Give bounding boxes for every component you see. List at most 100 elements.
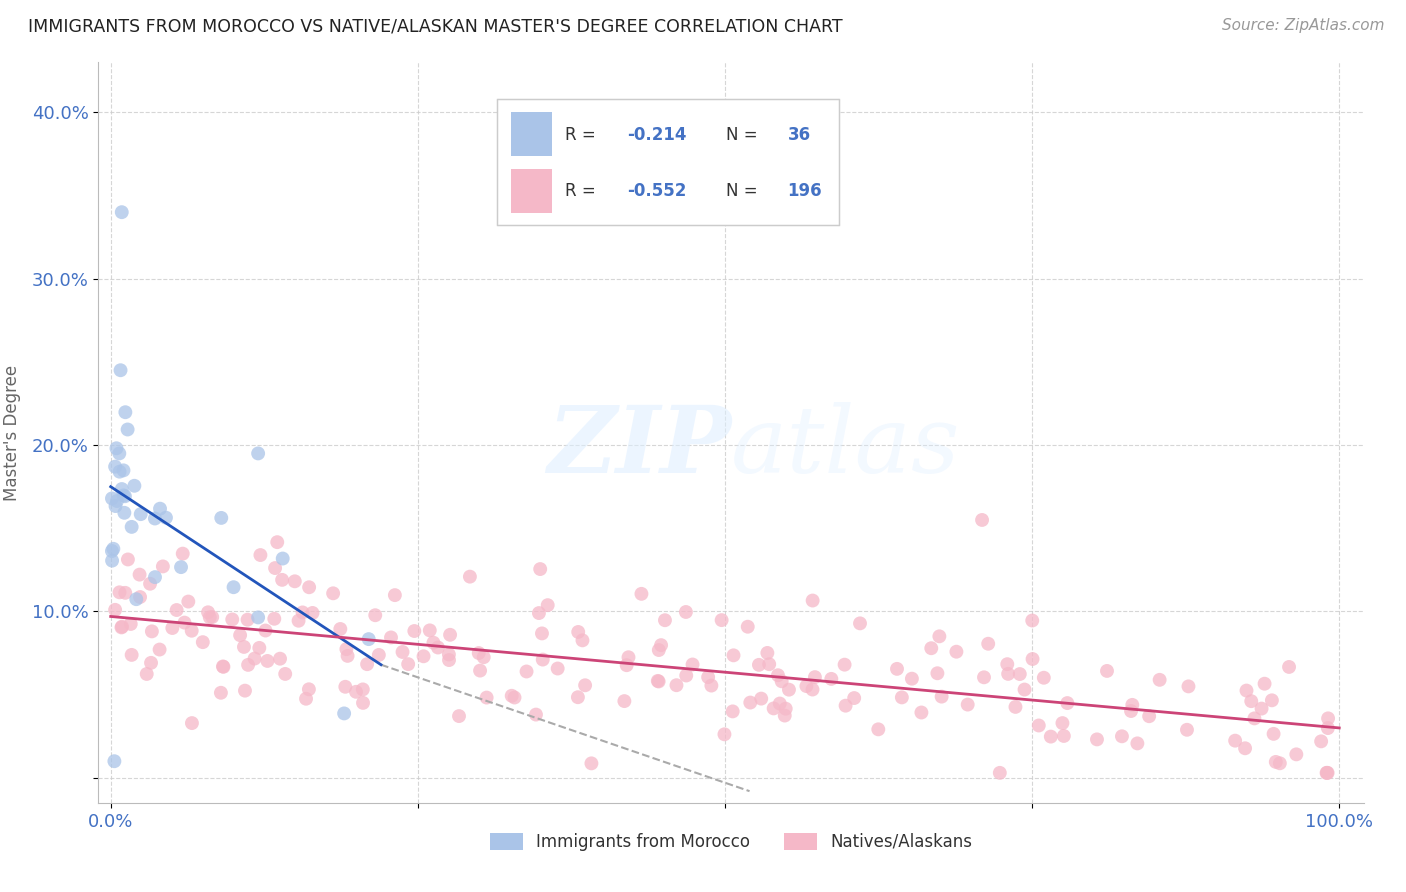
Point bbox=[143, 570, 166, 584]
Point bbox=[1004, 700, 1026, 714]
Point bbox=[352, 682, 374, 697]
Point bbox=[1021, 652, 1043, 666]
Point bbox=[524, 707, 547, 722]
Point bbox=[149, 501, 172, 516]
Point bbox=[247, 610, 270, 624]
Point bbox=[439, 628, 461, 642]
Point bbox=[1056, 696, 1078, 710]
Point bbox=[1316, 721, 1339, 735]
Point bbox=[128, 567, 150, 582]
Point bbox=[221, 612, 243, 626]
Point bbox=[1234, 741, 1257, 756]
Point bbox=[503, 690, 526, 705]
Point bbox=[104, 499, 127, 513]
Point bbox=[172, 547, 194, 561]
Point bbox=[149, 642, 172, 657]
Point bbox=[422, 636, 444, 650]
Point bbox=[139, 656, 162, 670]
Point bbox=[162, 621, 184, 635]
Point bbox=[233, 683, 256, 698]
Point bbox=[152, 559, 174, 574]
Point bbox=[233, 640, 256, 654]
Point bbox=[868, 723, 890, 737]
Point bbox=[291, 606, 314, 620]
Point bbox=[111, 482, 134, 496]
Point bbox=[1268, 756, 1291, 771]
Point bbox=[647, 674, 669, 689]
Point bbox=[114, 489, 136, 503]
Point bbox=[295, 691, 318, 706]
Point bbox=[274, 667, 297, 681]
Point bbox=[266, 535, 288, 549]
Point bbox=[1223, 733, 1246, 747]
Point bbox=[988, 765, 1011, 780]
Point bbox=[101, 491, 124, 506]
Point bbox=[108, 446, 131, 460]
Point bbox=[775, 701, 797, 715]
Point bbox=[197, 605, 219, 619]
Point bbox=[467, 646, 489, 660]
Point bbox=[801, 682, 824, 697]
Point bbox=[1316, 765, 1339, 780]
Point bbox=[121, 520, 143, 534]
Point bbox=[1014, 682, 1036, 697]
Point bbox=[1021, 614, 1043, 628]
Point bbox=[721, 705, 744, 719]
Point bbox=[209, 686, 232, 700]
Point bbox=[740, 696, 762, 710]
Point bbox=[1316, 765, 1339, 780]
Point bbox=[247, 640, 270, 655]
Text: Source: ZipAtlas.com: Source: ZipAtlas.com bbox=[1222, 18, 1385, 33]
Point bbox=[713, 727, 735, 741]
Point bbox=[1095, 664, 1118, 678]
Point bbox=[124, 479, 146, 493]
Point bbox=[356, 657, 378, 672]
Point bbox=[335, 642, 357, 657]
Point bbox=[1052, 716, 1074, 731]
Point bbox=[222, 580, 245, 594]
Point bbox=[647, 673, 669, 688]
Point bbox=[1253, 676, 1275, 690]
Point bbox=[396, 657, 419, 672]
Point bbox=[125, 592, 148, 607]
Point bbox=[271, 551, 294, 566]
Point bbox=[271, 573, 294, 587]
Point bbox=[1149, 673, 1171, 687]
Point bbox=[697, 670, 720, 684]
Point bbox=[613, 694, 636, 708]
Point bbox=[801, 593, 824, 607]
Point bbox=[890, 690, 912, 705]
Legend: Immigrants from Morocco, Natives/Alaskans: Immigrants from Morocco, Natives/Alaskan… bbox=[484, 826, 979, 857]
Point bbox=[212, 660, 235, 674]
Point bbox=[269, 651, 291, 665]
Point bbox=[104, 459, 127, 474]
Point bbox=[665, 678, 688, 692]
Point bbox=[516, 665, 538, 679]
Point bbox=[796, 679, 818, 693]
Point bbox=[256, 654, 278, 668]
Point bbox=[139, 576, 162, 591]
Text: ZIP: ZIP bbox=[547, 402, 731, 492]
Point bbox=[329, 622, 352, 636]
Point bbox=[181, 716, 204, 731]
Point bbox=[105, 442, 128, 456]
Point bbox=[180, 624, 202, 638]
Point bbox=[198, 610, 221, 624]
Point bbox=[1032, 671, 1054, 685]
Point bbox=[364, 608, 387, 623]
Point bbox=[112, 506, 135, 520]
Point bbox=[264, 561, 287, 575]
Point bbox=[844, 691, 866, 706]
Point bbox=[212, 659, 235, 673]
Point bbox=[1263, 727, 1285, 741]
Point bbox=[648, 643, 671, 657]
Point bbox=[352, 696, 374, 710]
Point bbox=[1264, 755, 1286, 769]
Point bbox=[380, 631, 402, 645]
Point bbox=[1085, 732, 1108, 747]
Point bbox=[129, 590, 152, 604]
Point bbox=[472, 650, 495, 665]
Point bbox=[135, 667, 157, 681]
Point bbox=[1310, 734, 1333, 748]
Point bbox=[571, 633, 593, 648]
